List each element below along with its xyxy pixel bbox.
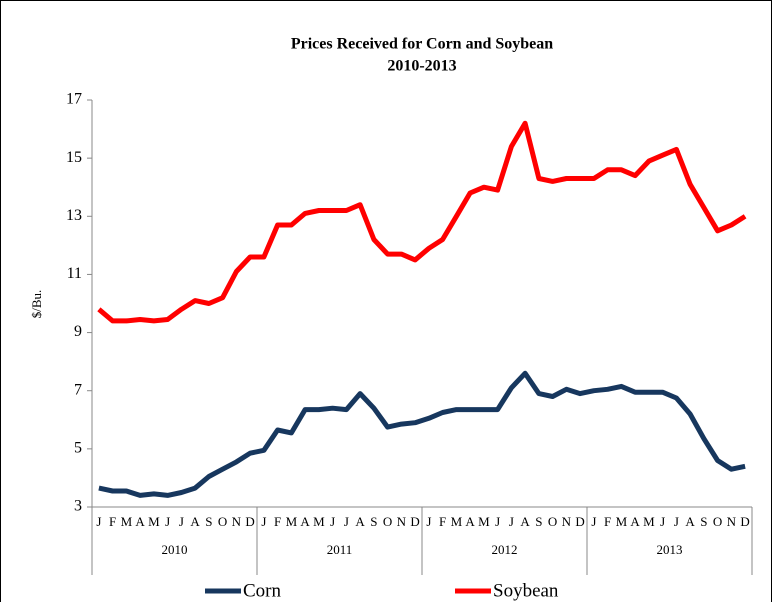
x-tick-label: M	[313, 514, 325, 529]
y-tick-label: 3	[74, 498, 82, 515]
x-tick-label: J	[660, 514, 665, 529]
x-tick-label: A	[300, 514, 310, 529]
x-tick-label: J	[495, 514, 500, 529]
y-tick-label: 17	[66, 91, 82, 108]
x-tick-label: O	[383, 514, 392, 529]
x-tick-label: M	[148, 514, 160, 529]
series-line	[98, 370, 746, 498]
x-tick-label: S	[700, 514, 707, 529]
x-tick-label: D	[410, 514, 419, 529]
series-line	[97, 120, 747, 324]
legend-label: Corn	[243, 580, 282, 601]
x-tick-label: J	[96, 514, 101, 529]
x-tick-label: F	[604, 514, 611, 529]
x-group-label: 2011	[327, 542, 353, 557]
x-group-label: 2013	[657, 542, 683, 557]
x-tick-label: N	[232, 514, 242, 529]
x-tick-label: A	[135, 514, 145, 529]
x-tick-label: A	[355, 514, 365, 529]
y-tick-label: 7	[74, 381, 82, 398]
x-tick-label: J	[165, 514, 170, 529]
x-tick-label: D	[575, 514, 584, 529]
y-tick-label: 13	[66, 207, 82, 224]
x-tick-label: S	[370, 514, 377, 529]
x-tick-label: A	[685, 514, 695, 529]
x-tick-label: O	[218, 514, 227, 529]
x-tick-label: F	[439, 514, 446, 529]
x-tick-label: J	[330, 514, 335, 529]
x-tick-label: M	[478, 514, 490, 529]
x-tick-label: O	[713, 514, 722, 529]
x-tick-label: J	[261, 514, 266, 529]
x-tick-label: J	[509, 514, 514, 529]
x-tick-label: N	[727, 514, 737, 529]
x-tick-label: D	[245, 514, 254, 529]
x-tick-label: M	[616, 514, 628, 529]
x-tick-label: M	[286, 514, 298, 529]
x-tick-label: O	[548, 514, 557, 529]
legend-label: Soybean	[493, 580, 559, 601]
x-tick-label: M	[121, 514, 133, 529]
chart-title: Prices Received for Corn and Soybean	[291, 36, 553, 53]
x-tick-label: M	[451, 514, 463, 529]
x-tick-label: A	[190, 514, 200, 529]
x-tick-label: M	[643, 514, 655, 529]
x-tick-label: F	[274, 514, 281, 529]
x-group-label: 2012	[492, 542, 518, 557]
x-tick-label: S	[205, 514, 212, 529]
x-tick-label: S	[535, 514, 542, 529]
x-group-label: 2010	[162, 542, 188, 557]
x-tick-label: J	[426, 514, 431, 529]
x-tick-label: N	[397, 514, 407, 529]
y-tick-label: 9	[74, 323, 82, 340]
x-tick-label: J	[674, 514, 679, 529]
x-tick-label: J	[591, 514, 596, 529]
x-tick-label: D	[740, 514, 749, 529]
x-tick-label: J	[344, 514, 349, 529]
y-tick-label: 15	[66, 149, 82, 166]
y-tick-label: 5	[74, 440, 82, 457]
x-tick-label: N	[562, 514, 572, 529]
x-tick-label: A	[630, 514, 640, 529]
y-axis-label: $/Bu.	[29, 290, 44, 319]
y-tick-label: 11	[67, 265, 82, 282]
x-tick-label: J	[179, 514, 184, 529]
chart-subtitle: 2010-2013	[387, 58, 456, 75]
x-tick-label: A	[465, 514, 475, 529]
x-tick-label: F	[109, 514, 116, 529]
x-tick-label: A	[520, 514, 530, 529]
